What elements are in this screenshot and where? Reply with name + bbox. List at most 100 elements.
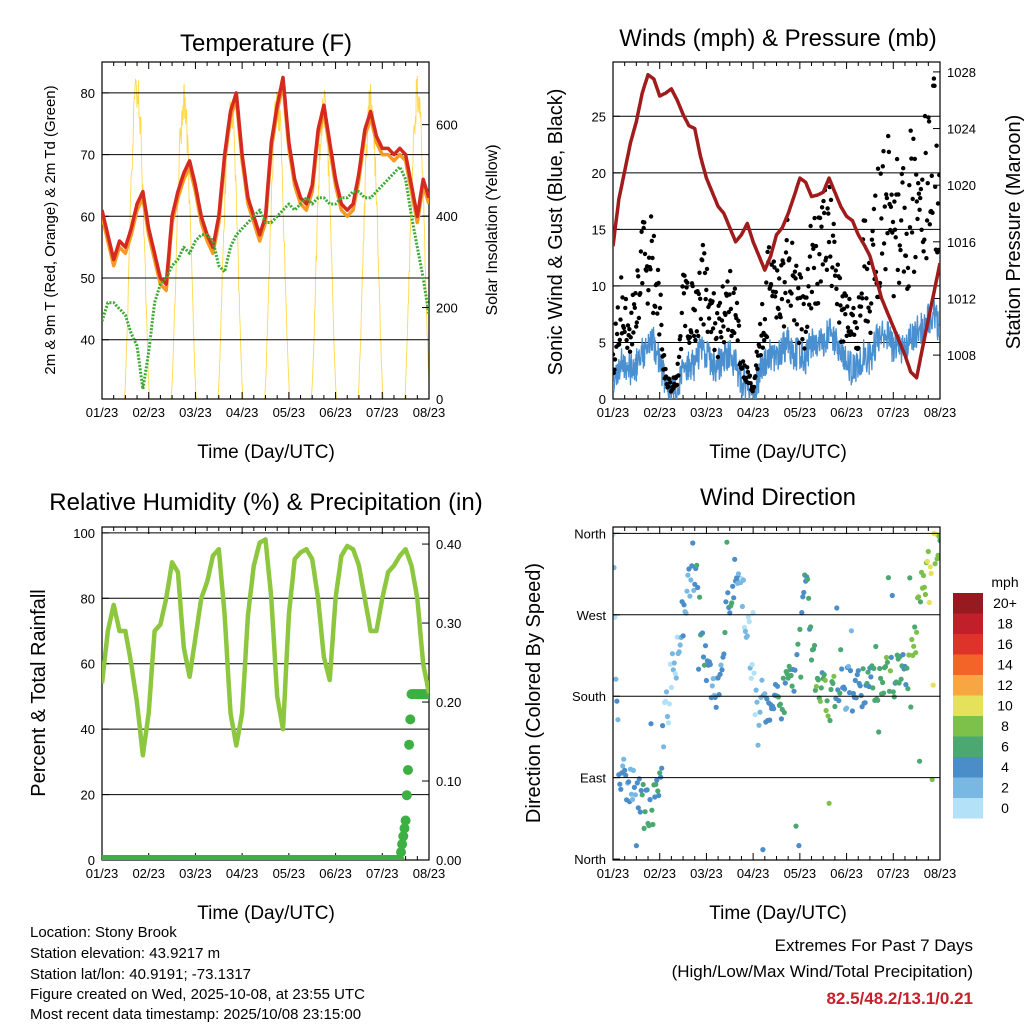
direction-point [641,825,647,832]
gust-point [645,301,650,306]
gust-point [717,300,723,306]
gust-point [694,329,699,334]
gust-point [880,164,885,169]
gust-point [907,183,912,188]
gust-point [713,321,718,326]
direction-point [701,662,708,668]
direction-point [727,610,733,616]
direction-point [702,643,709,649]
y-tick-label: 20 [81,788,95,803]
x-tick-label: 07/23 [877,866,910,881]
y2-tick-label: 1020 [947,178,976,193]
direction-point [623,772,629,779]
direction-point [832,703,838,710]
gust-point [817,215,823,221]
gust-point [907,225,913,230]
direction-point [694,562,700,568]
gust-point [803,329,808,334]
gust-point [879,251,885,256]
gust-point [815,281,820,287]
gust-point [628,335,633,340]
gust-point [909,230,915,235]
gust-point [933,184,938,189]
x-tick-label: 06/23 [319,866,352,881]
direction-point [640,781,646,788]
gust-point [871,242,876,247]
gust-point [692,308,697,313]
legend-swatch [953,695,983,716]
gust-point [781,261,786,266]
direction-point [795,641,801,647]
direction-point [617,781,623,787]
latest-timestamp-text: Most recent data timestamp: 2025/10/08 2… [30,1006,361,1023]
gust-point [631,302,637,307]
gust-point [792,269,798,274]
x-tick-label: 03/23 [690,866,723,881]
direction-point [860,666,866,672]
gust-point [788,303,793,308]
direction-point [873,643,879,650]
direction-point [796,843,802,849]
gust-point [828,254,833,259]
gust-point [904,231,909,236]
x-tick-label: 05/23 [784,866,817,881]
gridlines [102,532,429,796]
precip-point [399,823,410,834]
gust-point [831,221,836,227]
gust-point [860,296,865,301]
gust-point [914,199,919,204]
direction-point [710,676,716,682]
gust-point [805,324,810,329]
direction-point [847,668,854,674]
direction-point [618,786,624,792]
gust-point [932,83,937,89]
direction-point [718,662,724,668]
gust-point [819,205,825,210]
direction-point [638,787,644,794]
x-tick-label: 07/23 [366,866,399,881]
gust-point [715,311,720,316]
winds-x-axis-label: Time (Day/UTC) [709,442,847,463]
direction-point [854,672,860,678]
gust-point [693,337,698,343]
direction-point [806,595,812,601]
gust-point [656,280,661,286]
y2-tick-label: 600 [436,118,458,133]
direction-point [822,677,828,683]
gust-point [930,210,935,215]
direction-point [799,610,805,616]
gust-point [796,285,801,291]
gust-point [668,380,673,385]
gust-point [649,238,654,244]
direction-point [836,698,842,704]
direction-point [774,683,781,689]
gust-point [858,304,864,309]
gust-point [818,279,823,284]
gust-point [636,315,642,321]
gust-point [829,283,834,289]
direction-point [906,652,912,658]
direction-point [781,709,787,716]
gust-point [820,262,825,267]
gust-point [691,333,697,339]
y2-tick-label: 0 [436,392,443,407]
wind-direction-x-axis-label: Time (Day/UTC) [709,903,847,924]
gust-point [621,325,627,331]
gust-point [902,205,907,210]
gust-point [640,281,645,286]
direction-point [791,688,797,694]
y-tick-label: 80 [81,591,95,606]
gust-point [894,156,900,162]
gust-point [775,268,780,273]
direction-point [870,685,876,691]
gust-point [878,171,883,176]
gust-point [614,331,620,337]
direction-point [717,671,723,678]
gust-point [705,329,710,334]
direction-point [656,792,662,799]
precip-point [398,831,409,842]
gust-point [751,384,757,390]
gust-point [937,172,940,178]
direction-point [723,599,729,605]
